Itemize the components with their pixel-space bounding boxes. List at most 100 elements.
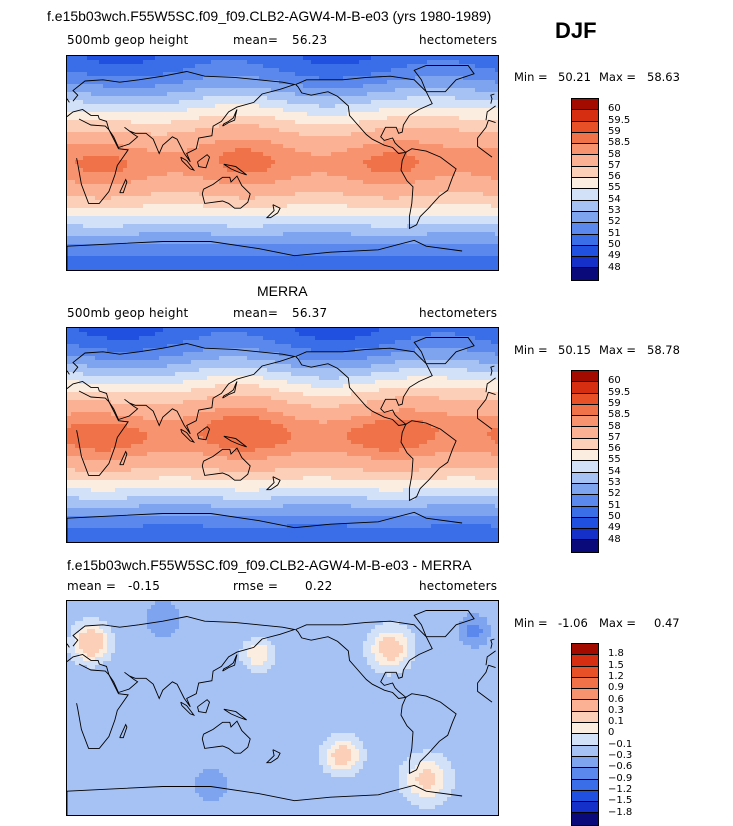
field-cell: [191, 180, 196, 185]
field-cell: [67, 216, 72, 221]
field-cell: [227, 184, 232, 189]
field-cell: [207, 64, 212, 69]
field-cell: [371, 68, 376, 73]
field-cell: [215, 148, 220, 153]
field-cell: [491, 228, 496, 233]
field-cell: [195, 124, 200, 129]
field-cell: [483, 76, 488, 81]
field-cell: [295, 200, 300, 205]
field-cell: [283, 124, 288, 129]
field-cell: [263, 232, 268, 237]
field-cell: [399, 92, 404, 97]
field-cell: [83, 128, 88, 133]
field-cell: [463, 168, 468, 173]
field-cell: [171, 160, 176, 165]
field-cell: [271, 108, 276, 113]
field-cell: [327, 208, 332, 213]
field-cell: [127, 124, 132, 129]
field-cell: [367, 140, 372, 145]
field-cell: [207, 144, 212, 149]
field-cell: [399, 196, 404, 201]
field-cell: [263, 160, 268, 165]
field-cell: [163, 108, 168, 113]
field-cell: [467, 160, 472, 165]
field-cell: [119, 172, 124, 177]
field-cell: [379, 176, 384, 181]
field-cell: [419, 60, 424, 65]
field-cell: [243, 220, 248, 225]
field-cell: [367, 212, 372, 217]
field-cell: [67, 212, 72, 217]
field-cell: [259, 100, 264, 105]
field-cell: [319, 176, 324, 181]
field-cell: [191, 144, 196, 149]
field-cell: [83, 164, 88, 169]
field-cell: [439, 180, 444, 185]
field-cell: [223, 108, 228, 113]
field-cell: [263, 104, 268, 109]
field-cell: [207, 116, 212, 121]
field-cell: [87, 84, 92, 89]
field-cell: [187, 200, 192, 205]
field-cell: [123, 116, 128, 121]
field-cell: [367, 72, 372, 77]
field-cell: [83, 100, 88, 105]
field-cell: [359, 180, 364, 185]
field-cell: [259, 216, 264, 221]
field-cell: [443, 208, 448, 213]
field-cell: [71, 192, 76, 197]
field-cell: [391, 236, 396, 241]
field-cell: [119, 128, 124, 133]
field-cell: [419, 208, 424, 213]
field-cell: [271, 152, 276, 157]
field-cell: [247, 100, 252, 105]
field-cell: [479, 196, 484, 201]
field-cell: [99, 228, 104, 233]
field-cell: [143, 172, 148, 177]
field-cell: [483, 232, 488, 237]
field-cell: [223, 152, 228, 157]
field-cell: [163, 92, 168, 97]
field-cell: [287, 220, 292, 225]
field-cell: [271, 136, 276, 141]
field-cell: [439, 92, 444, 97]
field-cell: [203, 156, 208, 161]
field-cell: [67, 236, 72, 241]
field-cell: [107, 112, 112, 117]
field-cell: [335, 196, 340, 201]
field-cell: [243, 116, 248, 121]
field-cell: [371, 88, 376, 93]
field-cell: [207, 192, 212, 197]
field-cell: [179, 136, 184, 141]
field-cell: [239, 236, 244, 241]
field-cell: [295, 60, 300, 65]
field-cell: [411, 160, 416, 165]
field-cell: [295, 216, 300, 221]
field-cell: [455, 80, 460, 85]
field-cell: [171, 96, 176, 101]
field-cell: [335, 68, 340, 73]
field-cell: [439, 72, 444, 77]
field-cell: [355, 80, 360, 85]
field-cell: [491, 112, 496, 117]
field-cell: [239, 56, 244, 61]
field-cell: [471, 196, 476, 201]
field-cell: [103, 164, 108, 169]
field-cell: [203, 140, 208, 145]
field-cell: [387, 108, 392, 113]
field-cell: [479, 116, 484, 121]
field-cell: [483, 92, 488, 97]
field-cell: [327, 224, 332, 229]
field-cell: [423, 208, 428, 213]
field-cell: [147, 228, 152, 233]
field-cell: [139, 164, 144, 169]
field-cell: [411, 228, 416, 233]
field-cell: [83, 236, 88, 241]
field-cell: [351, 140, 356, 145]
field-cell: [459, 144, 464, 149]
field-cell: [487, 192, 492, 197]
field-cell: [263, 148, 268, 153]
field-cell: [111, 112, 116, 117]
field-cell: [435, 68, 440, 73]
field-cell: [87, 160, 92, 165]
